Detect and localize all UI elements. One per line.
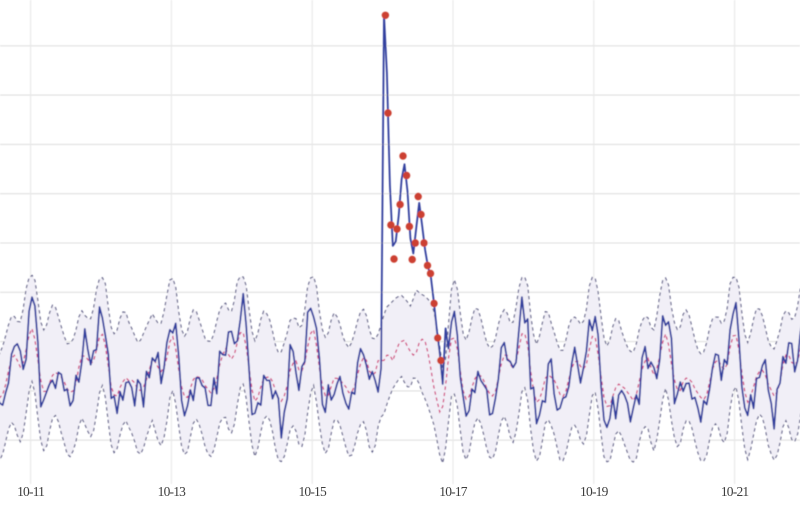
svg-text:10-15: 10-15 bbox=[298, 484, 327, 499]
svg-text:10-13: 10-13 bbox=[158, 484, 187, 499]
svg-text:10-17: 10-17 bbox=[439, 484, 468, 499]
svg-text:10-19: 10-19 bbox=[580, 484, 609, 499]
svg-text:10-11: 10-11 bbox=[17, 484, 44, 499]
svg-text:10-21: 10-21 bbox=[721, 484, 749, 499]
